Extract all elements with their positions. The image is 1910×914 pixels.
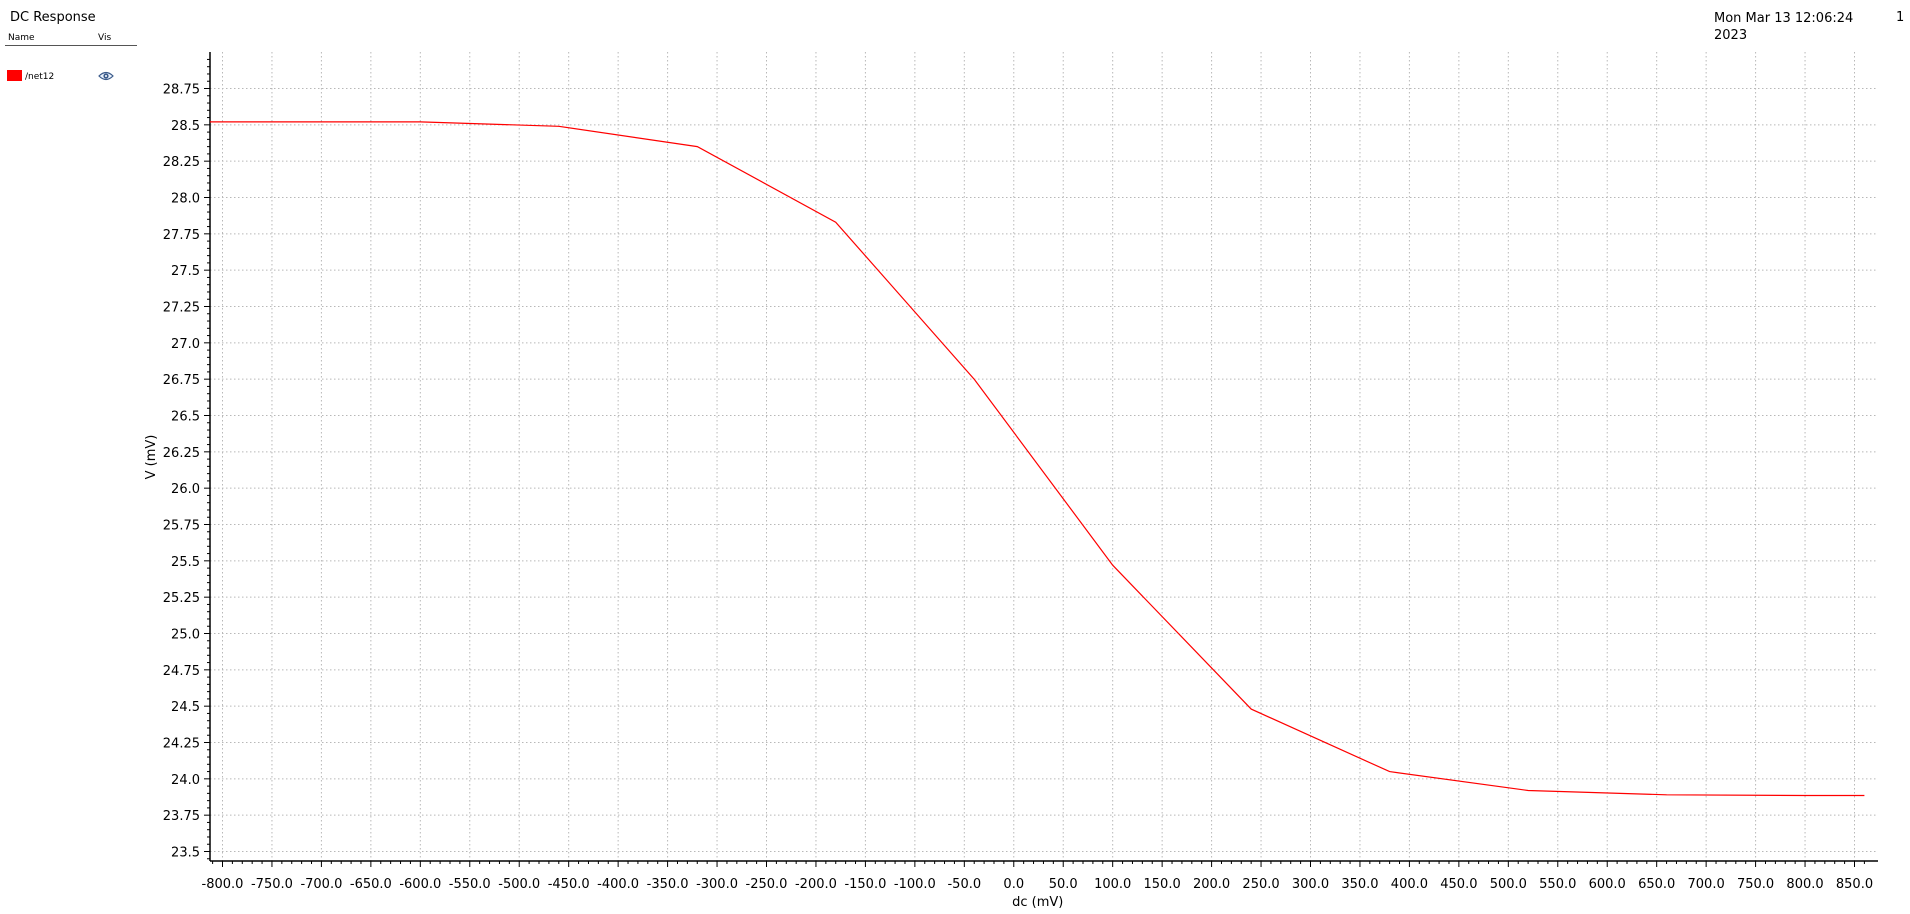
x-tick-label: -100.0	[894, 877, 936, 892]
y-tick-label: 25.5	[171, 555, 200, 570]
x-tick-label: 250.0	[1242, 877, 1279, 892]
x-tick-label: 100.0	[1094, 877, 1131, 892]
x-tick-label: -450.0	[548, 877, 590, 892]
x-tick-label: 600.0	[1589, 877, 1626, 892]
series-layer	[210, 121, 1865, 797]
x-tick-label: 750.0	[1737, 877, 1774, 892]
x-tick-label: -300.0	[696, 877, 738, 892]
y-tick-label: 24.25	[163, 737, 200, 752]
y-tick-label: 26.25	[163, 446, 200, 461]
y-tick-label: 25.75	[163, 519, 200, 534]
axes: -800.0 -750.0 -700.0 -650.0 -600.0 -550.0 -500…	[163, 52, 1878, 892]
y-tick-label: 26.5	[171, 410, 200, 425]
x-tick-label: 550.0	[1539, 877, 1576, 892]
series-line-net12	[210, 121, 1865, 797]
timestamp: Mon Mar 13 12:06:24 2023	[1714, 10, 1864, 44]
y-tick-label: 27.25	[163, 301, 200, 316]
x-tick-label: 300.0	[1292, 877, 1329, 892]
x-tick-label: -700.0	[300, 877, 342, 892]
y-axis-title: V (mV)	[144, 435, 159, 480]
legend-panel: Name Vis /net12	[5, 32, 137, 89]
x-tick-label: -250.0	[746, 877, 788, 892]
y-tick-label: 23.75	[163, 809, 200, 824]
x-tick-label: 400.0	[1391, 877, 1428, 892]
y-tick-label: 27.75	[163, 228, 200, 243]
y-tick-label: 26.75	[163, 373, 200, 388]
y-tick-label: 25.0	[171, 628, 200, 643]
legend-column-vis: Vis	[98, 33, 112, 43]
x-tick-label: -600.0	[399, 877, 441, 892]
x-tick-label: 700.0	[1688, 877, 1725, 892]
x-tick-label: 450.0	[1440, 877, 1477, 892]
x-tick-label: 500.0	[1490, 877, 1527, 892]
grid	[210, 52, 1878, 861]
x-tick-label: -150.0	[844, 877, 886, 892]
y-tick-label: 27.0	[171, 337, 200, 352]
x-tick-label: -800.0	[202, 877, 244, 892]
y-tick-label: 27.5	[171, 264, 200, 279]
x-tick-label: 200.0	[1193, 877, 1230, 892]
legend-header: Name Vis	[5, 32, 137, 46]
y-tick-label: 28.75	[163, 83, 200, 98]
y-tick-label: 25.25	[163, 591, 200, 606]
y-tick-label: 28.5	[171, 119, 200, 134]
y-tick-label: 28.25	[163, 155, 200, 170]
timestamp-line-2: 2023	[1714, 28, 1748, 43]
y-tick-label: 26.0	[171, 482, 200, 497]
eye-icon[interactable]	[98, 70, 114, 82]
y-tick-label: 28.0	[171, 192, 200, 207]
x-tick-label: 150.0	[1144, 877, 1181, 892]
y-tick-label: 24.5	[171, 700, 200, 715]
legend-item[interactable]: /net12	[5, 69, 137, 89]
x-tick-label: -50.0	[947, 877, 981, 892]
y-tick-label: 24.75	[163, 664, 200, 679]
x-tick-label: -350.0	[647, 877, 689, 892]
page-number: 1	[1896, 10, 1905, 25]
x-tick-label: -550.0	[449, 877, 491, 892]
legend-color-swatch	[7, 70, 22, 81]
x-tick-label: 800.0	[1786, 877, 1823, 892]
legend-column-name: Name	[8, 33, 35, 43]
window-title: DC Response	[10, 10, 96, 25]
x-axis-title: dc (mV)	[1012, 895, 1063, 910]
x-tick-label: 350.0	[1341, 877, 1378, 892]
y-tick-label: 24.0	[171, 773, 200, 788]
y-tick-label: 23.5	[171, 846, 200, 861]
timestamp-line-1: Mon Mar 13 12:06:24	[1714, 11, 1854, 26]
x-tick-label: -500.0	[498, 877, 540, 892]
x-tick-label: 50.0	[1049, 877, 1078, 892]
x-tick-label: -200.0	[795, 877, 837, 892]
x-tick-label: -400.0	[597, 877, 639, 892]
x-tick-label: 850.0	[1836, 877, 1873, 892]
x-tick-label: 0.0	[1003, 877, 1024, 892]
legend-item-name: /net12	[25, 72, 55, 82]
x-tick-label: 650.0	[1638, 877, 1675, 892]
x-tick-label: -750.0	[251, 877, 293, 892]
x-tick-label: -650.0	[350, 877, 392, 892]
